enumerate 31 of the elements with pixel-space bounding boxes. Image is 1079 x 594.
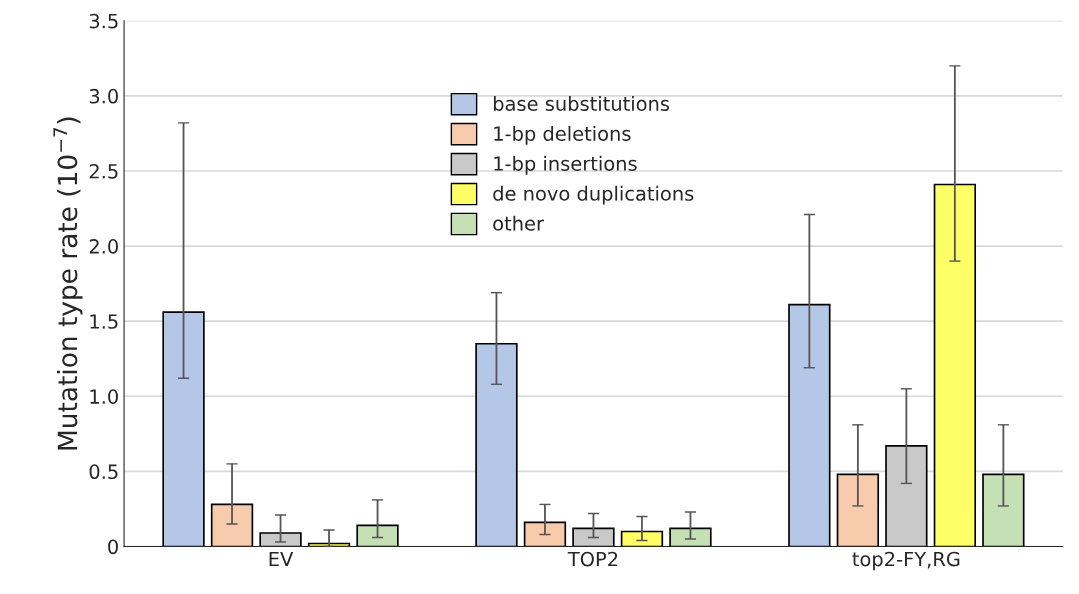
y-tick-label: 2.0 (89, 239, 118, 254)
legend-label: other (493, 215, 544, 231)
bar (523, 521, 567, 547)
x-tick-label: TOP2 (567, 551, 618, 567)
y-tick-label: 1.5 (90, 314, 118, 329)
y-tick-label: 1.0 (90, 389, 118, 404)
y-axis-title: Mutation type rate (10$^{−7}$) (53, 117, 83, 450)
y-tick-label: 0 (108, 539, 118, 555)
y-tick-label: 0.5 (89, 464, 118, 480)
x-tick-label: top2-FY,RG (852, 551, 960, 571)
legend-label: 1-bp insertions (494, 155, 637, 175)
bar (210, 503, 254, 547)
bar (620, 530, 664, 547)
bar (572, 527, 615, 547)
legend-label: base substitutions (493, 95, 670, 112)
legend-label: de novo duplications (493, 185, 694, 205)
y-tick-label: 3.5 (89, 13, 118, 29)
bar (982, 473, 1025, 547)
bar (788, 303, 831, 547)
y-tick-label: 3.0 (89, 88, 118, 104)
bar (836, 473, 880, 547)
bar (885, 445, 928, 547)
bar (162, 311, 205, 547)
bar (259, 532, 302, 547)
legend-label: 1-bp deletions (494, 125, 631, 145)
bar (669, 527, 712, 547)
x-tick-label: EV (269, 551, 294, 567)
y-tick-label: 2.5 (89, 163, 118, 179)
bar (475, 342, 518, 547)
bar (933, 183, 977, 547)
bar (356, 524, 399, 547)
